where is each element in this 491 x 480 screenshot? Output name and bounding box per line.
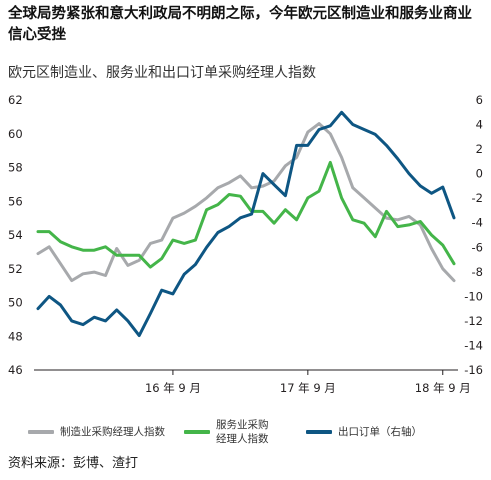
left-tick-label: 46	[8, 363, 23, 377]
right-tick-label: 6	[476, 93, 483, 107]
left-axis-ticks: 46 48 50 52 54 56 58 60 62	[8, 93, 23, 377]
left-tick-label: 62	[8, 93, 23, 107]
legend-label-manufacturing: 制造业采购经理人指数	[60, 426, 165, 438]
legend-swatch-export-orders	[306, 430, 332, 434]
right-tick-label: 4	[476, 118, 483, 132]
right-tick-label: -14	[464, 338, 483, 352]
export-orders-line	[36, 110, 456, 338]
x-tick-label: 18 年 9 月	[415, 381, 471, 395]
headline: 全球局势紧张和意大利政局不明朗之际，今年欧元区制造业和服务业商业信心受挫	[8, 6, 472, 43]
legend-swatch-services	[184, 430, 210, 434]
x-axis-ticks: 16 年 9 月 17 年 9 月 18 年 9 月	[145, 370, 471, 395]
left-tick-label: 58	[8, 161, 23, 175]
right-tick-label: -4	[472, 216, 483, 230]
right-tick-label: 2	[476, 142, 483, 156]
right-tick-label: -10	[464, 289, 483, 303]
left-tick-label: 56	[8, 194, 23, 208]
right-tick-label: -6	[472, 240, 483, 254]
chart-title: 欧元区制造业、服务业和出口订单采购经理人指数	[8, 65, 316, 81]
legend-item-export-orders: 出口订单（右轴）	[306, 412, 422, 452]
legend-label-services: 服务业采购经理人指数	[216, 419, 269, 445]
legend-label-export-orders: 出口订单（右轴）	[338, 426, 422, 438]
left-tick-label: 54	[8, 228, 23, 242]
right-axis-ticks: -16 -14 -12 -10 -8 -6 -4 -2 0 2 4 6	[464, 93, 483, 377]
legend-item-manufacturing: 制造业采购经理人指数	[28, 412, 165, 452]
legend-swatch-manufacturing	[28, 430, 54, 434]
left-tick-label: 60	[8, 127, 23, 141]
left-tick-label: 48	[8, 329, 23, 343]
left-tick-label: 50	[8, 296, 23, 310]
source-note: 资料来源：彭博、渣打	[8, 456, 139, 471]
series-lines	[36, 110, 456, 338]
left-tick-label: 52	[8, 262, 23, 276]
x-tick-label: 17 年 9 月	[280, 381, 336, 395]
right-tick-label: -16	[464, 363, 483, 377]
right-tick-label: -12	[464, 314, 483, 328]
legend-item-services: 服务业采购经理人指数	[184, 412, 278, 452]
right-tick-label: -2	[472, 191, 483, 205]
services-pmi-line	[36, 160, 456, 269]
x-tick-label: 16 年 9 月	[145, 381, 201, 395]
right-tick-label: 0	[476, 167, 483, 181]
right-tick-label: -8	[472, 265, 483, 279]
